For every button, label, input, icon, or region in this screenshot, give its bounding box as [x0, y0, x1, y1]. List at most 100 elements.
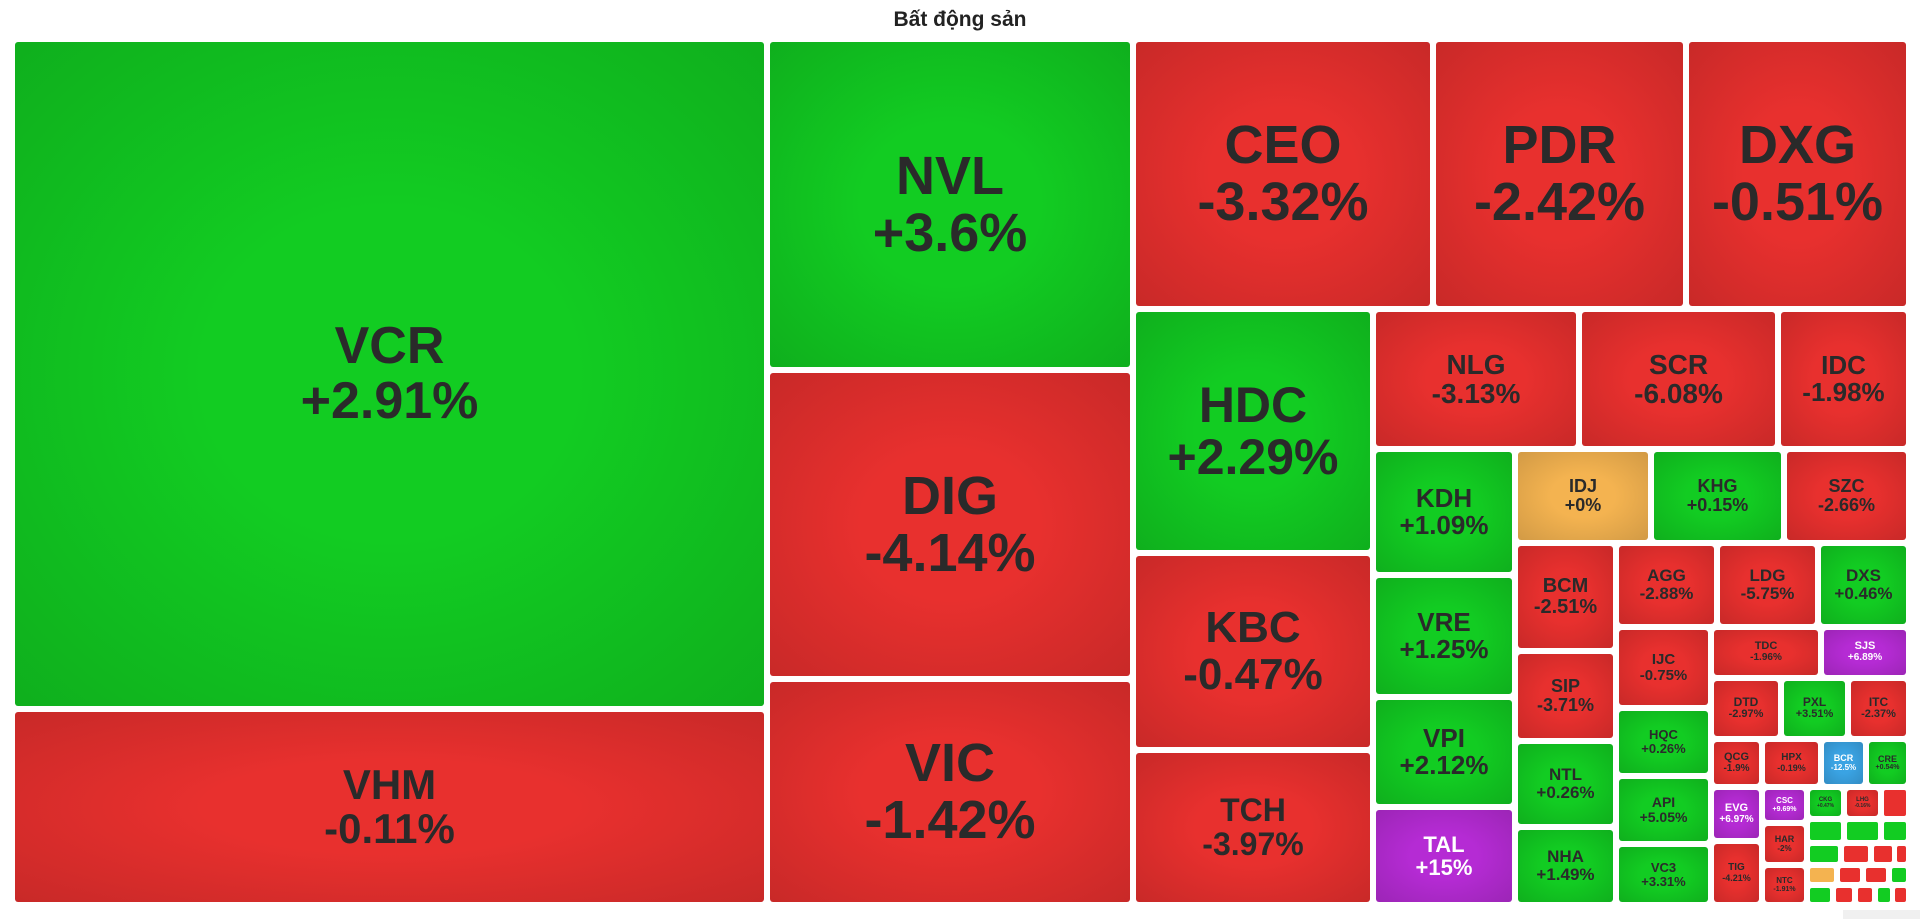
tile-small-12[interactable] — [1810, 888, 1830, 902]
tile-tig[interactable]: TIG -4.21% — [1714, 844, 1759, 902]
tile-ticker: NTC — [1776, 876, 1793, 886]
tile-change: -2.66% — [1817, 495, 1876, 515]
tile-small-11[interactable] — [1892, 868, 1906, 882]
tile-vc3[interactable]: VC3 +3.31% — [1619, 847, 1708, 902]
tile-ntl[interactable]: NTL +0.26% — [1518, 744, 1613, 824]
tile-vcr[interactable]: VCR +2.91% — [15, 42, 764, 706]
tile-dxs[interactable]: DXS +0.46% — [1821, 546, 1906, 624]
tile-change: -2.97% — [1728, 708, 1764, 721]
tile-change: -0.19% — [1777, 762, 1806, 773]
tile-ticker: VHM — [342, 760, 437, 808]
tile-scr[interactable]: SCR -6.08% — [1582, 312, 1775, 446]
tile-itc[interactable]: ITC -2.37% — [1851, 681, 1906, 736]
tile-ntc[interactable]: NTC -1.91% — [1765, 868, 1804, 902]
tile-dtd[interactable]: DTD -2.97% — [1714, 681, 1778, 736]
tile-ticker: AGG — [1647, 566, 1686, 586]
tile-bcm[interactable]: BCM -2.51% — [1518, 546, 1613, 648]
tile-small-9[interactable] — [1840, 868, 1860, 882]
tile-szc[interactable]: SZC -2.66% — [1787, 452, 1906, 540]
tile-change: -1.9% — [1723, 762, 1750, 774]
tile-ticker: VRE — [1417, 606, 1471, 637]
tile-small-13[interactable] — [1836, 888, 1852, 902]
tile-change: +15% — [1415, 855, 1473, 880]
tile-cre[interactable]: CRE +0.54% — [1869, 742, 1906, 784]
tile-khg[interactable]: KHG +0.15% — [1654, 452, 1781, 540]
tile-tal[interactable]: TAL +15% — [1376, 810, 1512, 902]
tile-ticker: NHA — [1547, 847, 1584, 867]
tile-hpx[interactable]: HPX -0.19% — [1765, 742, 1818, 784]
tile-change: +2.91% — [300, 372, 479, 430]
tile-ticker: PDR — [1502, 115, 1617, 176]
tile-small-6[interactable] — [1874, 846, 1892, 862]
tile-small-10[interactable] — [1866, 868, 1886, 882]
tile-ticker: HDC — [1198, 376, 1308, 433]
tile-ticker: TCH — [1220, 791, 1286, 828]
tile-change: -12.5% — [1830, 762, 1857, 772]
tile-kbc[interactable]: KBC -0.47% — [1136, 556, 1370, 747]
tile-small-3[interactable] — [1884, 822, 1906, 840]
tile-lhg[interactable]: LHG -0.16% — [1847, 790, 1878, 816]
tile-change: -0.47% — [1183, 649, 1323, 699]
tile-evg[interactable]: EVG +6.97% — [1714, 790, 1759, 838]
tile-ceo[interactable]: CEO -3.32% — [1136, 42, 1430, 306]
tile-small-1[interactable] — [1810, 822, 1841, 840]
tile-change: +9.69% — [1772, 805, 1797, 813]
tile-sjs[interactable]: SJS +6.89% — [1824, 630, 1906, 675]
tile-dig[interactable]: DIG -4.14% — [770, 373, 1130, 676]
tile-small-8[interactable] — [1810, 868, 1834, 882]
tile-vre[interactable]: VRE +1.25% — [1376, 578, 1512, 694]
tile-hdc[interactable]: HDC +2.29% — [1136, 312, 1370, 550]
tile-ldg[interactable]: LDG -5.75% — [1720, 546, 1815, 624]
tile-nvl[interactable]: NVL +3.6% — [770, 42, 1130, 367]
tile-csc[interactable]: CSC +9.69% — [1765, 790, 1804, 820]
tile-small-16[interactable] — [1895, 888, 1906, 902]
tile-nlg[interactable]: NLG -3.13% — [1376, 312, 1576, 446]
tile-change: -3.32% — [1197, 172, 1369, 232]
tile-change: -2.37% — [1861, 708, 1896, 721]
tile-dxg[interactable]: DXG -0.51% — [1689, 42, 1906, 306]
tile-change: +3.51% — [1795, 708, 1834, 721]
tile-api[interactable]: API +5.05% — [1619, 779, 1708, 841]
tile-small-7[interactable] — [1897, 846, 1906, 862]
tile-change: -2.42% — [1473, 172, 1646, 232]
tile-small-5[interactable] — [1844, 846, 1868, 862]
tile-agg[interactable]: AGG -2.88% — [1619, 546, 1714, 624]
tile-ckg[interactable]: CKG +0.47% — [1810, 790, 1841, 816]
tile-small-4[interactable] — [1810, 846, 1838, 862]
tile-ticker: IDJ — [1568, 476, 1597, 497]
tile-ticker: SIP — [1550, 676, 1580, 697]
tile-change: -3.13% — [1431, 378, 1521, 409]
tile-small-0[interactable] — [1884, 790, 1906, 816]
tile-ticker: NVL — [896, 145, 1004, 206]
tile-idj[interactable]: IDJ +0% — [1518, 452, 1648, 540]
tile-change: +5.05% — [1639, 809, 1688, 825]
tile-ticker: TIG — [1728, 862, 1745, 874]
tile-ijc[interactable]: IJC -0.75% — [1619, 630, 1708, 705]
tile-change: +6.89% — [1847, 652, 1883, 664]
tile-idc[interactable]: IDC -1.98% — [1781, 312, 1906, 446]
tile-pdr[interactable]: PDR -2.42% — [1436, 42, 1683, 306]
tile-small-15[interactable] — [1878, 888, 1890, 902]
tile-hqc[interactable]: HQC +0.26% — [1619, 711, 1708, 773]
tile-change: -4.14% — [864, 522, 1036, 583]
tile-sip[interactable]: SIP -3.71% — [1518, 654, 1613, 738]
tile-vic[interactable]: VIC -1.42% — [770, 682, 1130, 902]
tile-qcg[interactable]: QCG -1.9% — [1714, 742, 1759, 784]
tile-vhm[interactable]: VHM -0.11% — [15, 712, 764, 902]
tile-kdh[interactable]: KDH +1.09% — [1376, 452, 1512, 572]
tile-change: -0.75% — [1639, 666, 1688, 684]
tile-bcr[interactable]: BCR -12.5% — [1824, 742, 1863, 784]
tile-ticker: VPI — [1423, 722, 1465, 753]
tile-ticker: IDC — [1821, 349, 1866, 380]
tile-ticker: BCM — [1542, 575, 1589, 597]
tile-small-2[interactable] — [1847, 822, 1878, 840]
tile-small-14[interactable] — [1858, 888, 1872, 902]
tile-ticker: VCR — [334, 317, 445, 376]
tile-nha[interactable]: NHA +1.49% — [1518, 830, 1613, 902]
tile-ticker: CKG — [1818, 797, 1833, 804]
tile-har[interactable]: HAR -2% — [1765, 826, 1804, 862]
tile-pxl[interactable]: PXL +3.51% — [1784, 681, 1845, 736]
tile-vpi[interactable]: VPI +2.12% — [1376, 700, 1512, 804]
tile-tdc[interactable]: TDC -1.96% — [1714, 630, 1818, 675]
tile-tch[interactable]: TCH -3.97% — [1136, 753, 1370, 902]
